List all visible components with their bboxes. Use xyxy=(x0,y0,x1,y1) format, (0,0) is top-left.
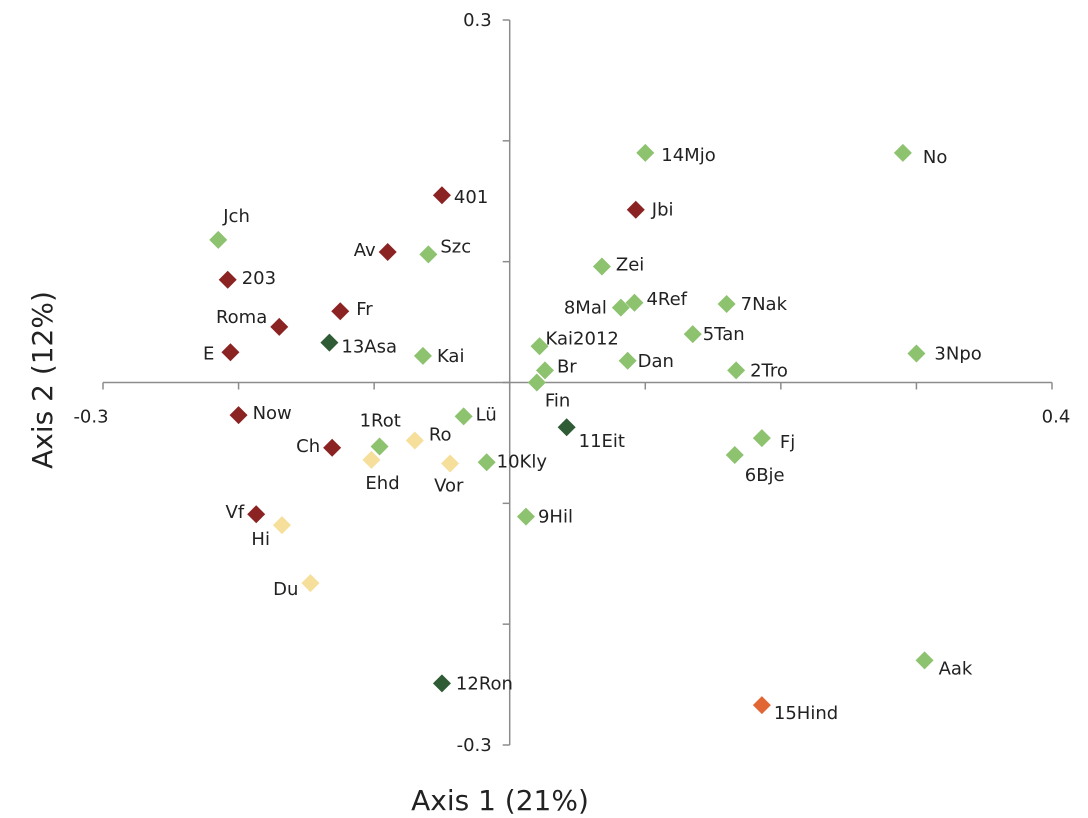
point-marker-fr xyxy=(331,302,350,321)
point-marker-roma xyxy=(270,317,289,336)
x-tick-label-max: 0.4 xyxy=(1042,407,1071,428)
point-marker-7nak xyxy=(717,294,736,313)
point-marker-8mal xyxy=(611,298,630,317)
point-marker-3npo xyxy=(907,344,926,363)
point-marker-now xyxy=(229,406,248,425)
point-label-dan: Dan xyxy=(638,351,674,372)
point-marker-10kly xyxy=(477,453,496,472)
point-label-e: E xyxy=(203,343,214,364)
point-label-fj: Fj xyxy=(780,432,795,453)
point-marker-jch xyxy=(209,230,228,249)
point-marker-9hil xyxy=(516,507,535,526)
y-tick-label-max: 0.3 xyxy=(463,10,492,31)
point-marker-ehd xyxy=(362,450,381,469)
point-label-4ref: 4Ref xyxy=(646,289,687,310)
point-label-2tro: 2Tro xyxy=(750,360,788,381)
point-label-13asa: 13Asa xyxy=(341,337,397,358)
point-marker-ch xyxy=(323,438,342,457)
point-marker-fj xyxy=(752,429,771,448)
point-label-vor: Vor xyxy=(434,475,464,496)
point-label-10kly: 10Kly xyxy=(497,451,548,472)
point-marker-aak xyxy=(915,651,934,670)
point-marker-fin xyxy=(527,373,546,392)
point-marker-11eit xyxy=(557,418,576,437)
point-label-now: Now xyxy=(253,403,292,424)
point-marker-szc xyxy=(419,245,438,264)
point-label-fr: Fr xyxy=(356,299,373,320)
point-marker-401 xyxy=(432,186,451,205)
point-label-9hil: 9Hil xyxy=(538,507,573,528)
point-label-11eit: 11Eit xyxy=(579,431,625,452)
point-marker-l- xyxy=(454,407,473,426)
axis-ticks: -0.3 0.4 0.3 -0.3 xyxy=(73,10,1070,756)
point-label-ehd: Ehd xyxy=(365,473,399,494)
point-label-jch: Jch xyxy=(222,206,250,227)
point-label-fin: Fin xyxy=(545,391,570,412)
point-label-du: Du xyxy=(273,579,298,600)
point-label-1rot: 1Rot xyxy=(360,411,401,432)
point-label-kai2012: Kai2012 xyxy=(546,328,619,349)
point-marker-no xyxy=(893,143,912,162)
point-label-8mal: 8Mal xyxy=(564,298,607,319)
axes xyxy=(103,20,1052,745)
point-marker-14mjo xyxy=(636,143,655,162)
point-marker-av xyxy=(378,243,397,261)
point-marker-15hind xyxy=(752,696,771,715)
point-label-aak: Aak xyxy=(939,658,973,679)
point-marker-vor xyxy=(441,454,460,473)
point-marker-6bje xyxy=(725,446,744,464)
point-marker-12ron xyxy=(432,674,451,693)
point-marker-br xyxy=(535,361,554,380)
point-marker-hi xyxy=(272,516,291,535)
point-label-ch: Ch xyxy=(296,436,320,457)
point-marker-vf xyxy=(247,505,266,524)
point-label-12ron: 12Ron xyxy=(456,673,513,694)
point-marker-e xyxy=(221,343,240,362)
y-axis-title: Axis 2 (12%) xyxy=(26,291,59,469)
point-marker-13asa xyxy=(320,333,339,352)
point-label-ro: Ro xyxy=(429,425,452,446)
point-label-6bje: 6Bje xyxy=(745,465,785,486)
point-label-vf: Vf xyxy=(226,502,245,523)
point-label-401: 401 xyxy=(454,187,488,208)
point-marker-kai xyxy=(413,346,432,365)
point-marker-4ref xyxy=(625,293,644,312)
x-tick-label-min: -0.3 xyxy=(73,407,108,428)
y-tick-label-min: -0.3 xyxy=(457,735,492,756)
point-label-kai: Kai xyxy=(437,346,465,367)
point-labels: 14Mjo No 401 Jbi Jch Av Szc Zei 203 8Mal 4Ref 7Nak F… xyxy=(203,145,982,724)
point-marker-kai2012 xyxy=(530,337,549,356)
point-marker-zei xyxy=(592,257,611,276)
point-label-hi: Hi xyxy=(251,529,270,550)
point-marker-203 xyxy=(218,270,237,289)
point-label-15hind: 15Hind xyxy=(774,703,838,724)
point-label-zei: Zei xyxy=(616,255,644,276)
point-marker-dan xyxy=(618,351,637,370)
point-marker-2tro xyxy=(727,361,746,380)
point-label-203: 203 xyxy=(242,268,276,289)
point-marker-1rot xyxy=(370,437,389,456)
point-marker-ro xyxy=(405,431,424,450)
point-label-szc: Szc xyxy=(440,236,471,257)
point-label-7nak: 7Nak xyxy=(741,294,788,315)
point-label-br: Br xyxy=(557,356,577,377)
point-label-3npo: 3Npo xyxy=(934,344,981,365)
x-axis-title: Axis 1 (21%) xyxy=(411,784,589,817)
point-label-jbi: Jbi xyxy=(651,200,674,221)
point-label-5tan: 5Tan xyxy=(703,324,745,345)
point-label-l-: Lü xyxy=(476,404,497,425)
point-marker-jbi xyxy=(626,200,645,219)
point-label-av: Av xyxy=(354,240,376,261)
point-label-no: No xyxy=(923,147,947,168)
data-points xyxy=(209,143,934,715)
point-label-14mjo: 14Mjo xyxy=(661,145,715,166)
point-label-roma: Roma xyxy=(216,307,267,328)
point-marker-5tan xyxy=(683,325,702,344)
point-marker-du xyxy=(301,574,320,593)
